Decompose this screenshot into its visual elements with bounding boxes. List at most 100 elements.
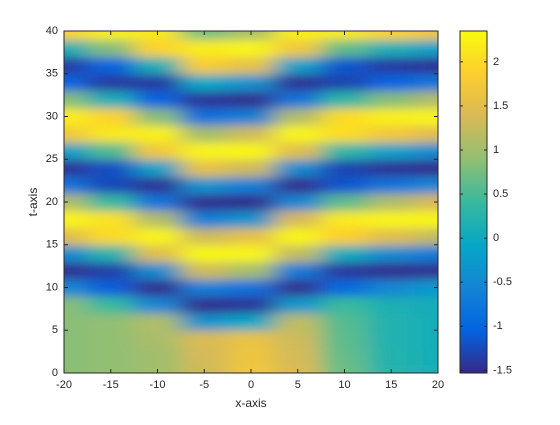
- y-tick-label: 15: [46, 239, 58, 251]
- heatmap-cell: [274, 193, 322, 212]
- heatmap-cell: [64, 125, 88, 143]
- heatmap-cell: [367, 278, 416, 297]
- heatmap-cell: [64, 296, 88, 314]
- heatmap-cell: [134, 176, 182, 194]
- heatmap-cell: [274, 73, 322, 92]
- heatmap-cell: [87, 278, 135, 297]
- heatmap-cell: [367, 39, 416, 58]
- heatmap-cell: [274, 31, 322, 41]
- heatmap-cell: [227, 278, 275, 297]
- heatmap-cell: [64, 227, 88, 246]
- heatmap-cell: [64, 244, 88, 263]
- colorbar-tick-label: -0.5: [493, 276, 512, 288]
- heatmap-cell: [274, 244, 322, 263]
- heatmap-cell: [134, 56, 182, 75]
- heatmap-cell: [414, 313, 438, 331]
- heatmap-cell: [134, 261, 182, 280]
- y-tick-label: 25: [46, 153, 58, 165]
- heatmap-cell: [64, 313, 88, 331]
- heatmap-cell: [227, 39, 275, 58]
- heatmap-cell: [64, 364, 88, 373]
- heatmap-cell: [180, 90, 229, 109]
- colorbar-tick-label: 1.5: [493, 100, 508, 112]
- heatmap-cell: [274, 90, 322, 109]
- heatmap-cell: [180, 210, 229, 229]
- heatmap-cell: [64, 56, 88, 75]
- heatmap-cell: [274, 142, 322, 160]
- heatmap-cell: [367, 31, 416, 41]
- heatmap-cell: [180, 278, 229, 297]
- heatmap-cell: [227, 210, 275, 229]
- heatmap-cell: [414, 31, 438, 41]
- heatmap-cell: [321, 330, 369, 348]
- heatmap-cell: [180, 347, 229, 365]
- heatmap-cell: [227, 347, 275, 365]
- heatmap-cell: [227, 330, 275, 348]
- heatmap-cell: [274, 39, 322, 58]
- heatmap-cell: [274, 125, 322, 143]
- heatmap-cell: [274, 347, 322, 365]
- heatmap-cell: [321, 210, 369, 229]
- heatmap-cell: [414, 90, 438, 109]
- colorbar-tick-label: 0.5: [493, 188, 508, 200]
- heatmap-cell: [367, 73, 416, 92]
- heatmap-cell: [414, 364, 438, 373]
- heatmap-cell: [367, 330, 416, 348]
- heatmap-cell: [180, 159, 229, 177]
- heatmap-cell: [180, 176, 229, 194]
- heatmap-cell: [274, 227, 322, 246]
- heatmap-cell: [414, 73, 438, 92]
- heatmap-cell: [180, 296, 229, 314]
- heatmap-cell: [87, 227, 135, 246]
- heatmap-cell: [367, 347, 416, 365]
- heatmap-cell: [414, 278, 438, 297]
- heatmap-cell: [227, 73, 275, 92]
- heatmap-cell: [180, 227, 229, 246]
- heatmap-cell: [227, 313, 275, 331]
- heatmap-cell: [414, 159, 438, 177]
- heatmap-cell: [180, 193, 229, 212]
- heatmap-cell: [64, 90, 88, 109]
- heatmap-cell: [321, 296, 369, 314]
- heatmap-cell: [367, 107, 416, 126]
- heatmap-cell: [134, 330, 182, 348]
- heatmap-cell: [414, 261, 438, 280]
- heatmap-cell: [274, 296, 322, 314]
- colorbar-tick-label: 0: [493, 232, 499, 244]
- heatmap-cell: [87, 261, 135, 280]
- x-tick-label: 10: [338, 379, 350, 391]
- heatmap-cell: [414, 296, 438, 314]
- y-tick-label: 5: [52, 324, 58, 336]
- heatmap-cell: [87, 142, 135, 160]
- heatmap-cell: [227, 31, 275, 41]
- heatmap-cell: [367, 56, 416, 75]
- heatmap-cell: [87, 330, 135, 348]
- heatmap-cell: [321, 142, 369, 160]
- heatmap-cell: [180, 31, 229, 41]
- x-tick-label: -15: [103, 379, 119, 391]
- heatmap-cell: [414, 125, 438, 143]
- heatmap-cell: [87, 107, 135, 126]
- heatmap-cell: [367, 364, 416, 373]
- colorbar-box: [459, 30, 488, 374]
- heatmap-cell: [227, 159, 275, 177]
- heatmap-cell: [321, 159, 369, 177]
- heatmap-cell: [367, 176, 416, 194]
- heatmap-cell: [87, 125, 135, 143]
- heatmap-cell: [227, 244, 275, 263]
- heatmap-cell: [414, 176, 438, 194]
- heatmap-cell: [134, 227, 182, 246]
- heatmap-cell: [87, 56, 135, 75]
- heatmap-cell: [414, 244, 438, 263]
- plot-area: [64, 31, 438, 373]
- heatmap-cell: [321, 125, 369, 143]
- heatmap-cell: [367, 313, 416, 331]
- heatmap-cell: [321, 39, 369, 58]
- heatmap-cell: [274, 313, 322, 331]
- y-tick-label: 30: [46, 110, 58, 122]
- heatmap-cell: [87, 159, 135, 177]
- heatmap-cell: [367, 210, 416, 229]
- heatmap-cell: [87, 296, 135, 314]
- heatmap-cell: [274, 364, 322, 373]
